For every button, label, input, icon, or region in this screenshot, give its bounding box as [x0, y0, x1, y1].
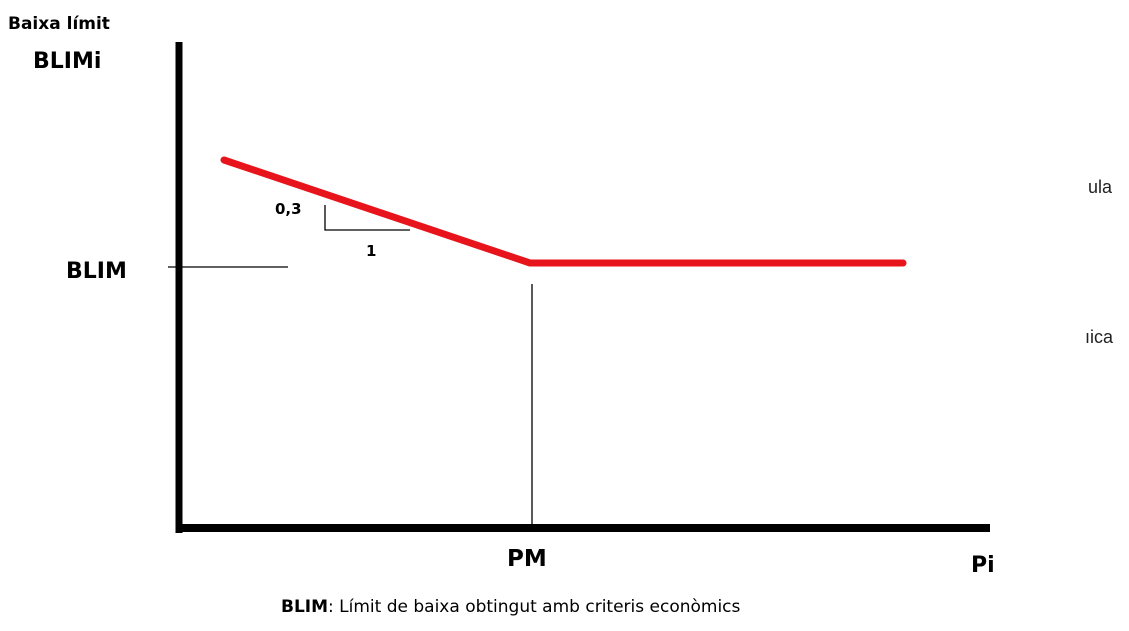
caption-term: BLIM: [281, 597, 329, 617]
y-axis-title: Baixa límit: [8, 14, 110, 34]
blim-function-line: [220, 156, 907, 267]
blim-label: BLIM: [66, 259, 127, 284]
slope-triangle: [324, 205, 410, 231]
background-text-fragment-2: ıica: [1085, 327, 1114, 347]
pm-label: PM: [507, 546, 547, 572]
slope-rise-label: 0,3: [275, 200, 302, 218]
x-axis-label: Pi: [971, 553, 995, 578]
caption-text: : Límit de baixa obtingut amb criteris e…: [328, 597, 741, 617]
background-text-fragment-1: ula: [1088, 177, 1113, 197]
caption: BLIM: Límit de baixa obtingut amb criter…: [281, 599, 740, 616]
y-axis-variable: BLIMi: [33, 49, 102, 74]
slope-run-label: 1: [366, 242, 377, 260]
